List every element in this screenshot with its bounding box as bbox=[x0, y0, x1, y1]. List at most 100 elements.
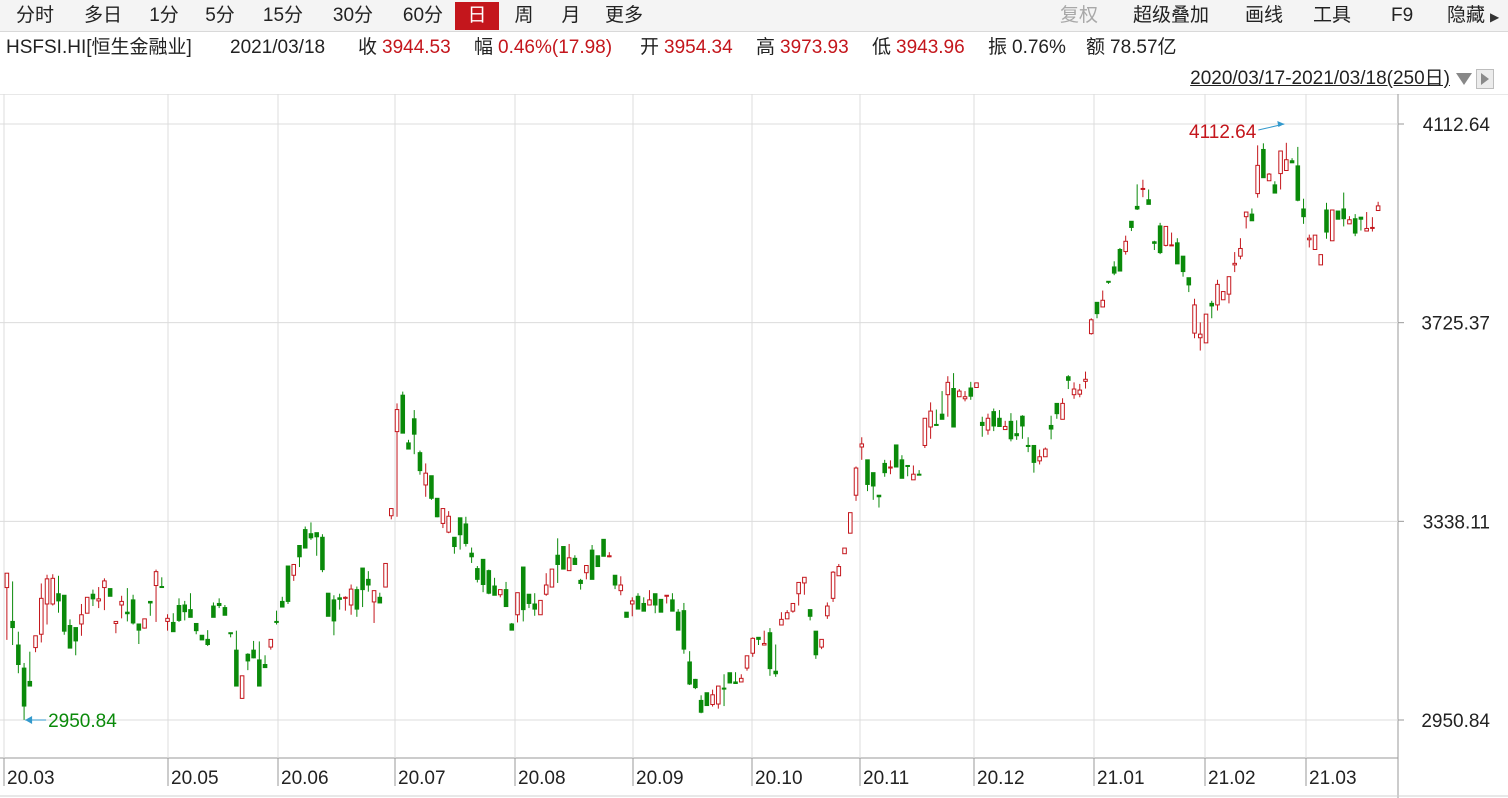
candle-body-3 bbox=[21, 667, 27, 707]
candle-body-187 bbox=[1077, 389, 1083, 395]
candle-body-88 bbox=[509, 623, 515, 631]
candle-body-49 bbox=[285, 565, 291, 602]
candle-body-168 bbox=[968, 387, 974, 397]
candle-body-35 bbox=[205, 638, 210, 646]
candle-body-218 bbox=[1255, 164, 1260, 195]
candle-body-82 bbox=[475, 568, 480, 580]
candle-body-111 bbox=[641, 602, 647, 612]
amplitude-value: 0.76% bbox=[1012, 37, 1066, 58]
candle-body-46 bbox=[268, 638, 274, 648]
period-tab-2[interactable]: 1分 bbox=[149, 5, 179, 26]
candle-body-197 bbox=[1134, 205, 1140, 210]
hide-button[interactable]: 隐藏 bbox=[1447, 5, 1486, 26]
candle-body-58 bbox=[337, 597, 342, 600]
candle-body-15 bbox=[90, 593, 96, 600]
candle-body-36 bbox=[211, 605, 216, 618]
expand-right-icon[interactable]: ▶ bbox=[1490, 10, 1500, 24]
period-tab-3[interactable]: 5分 bbox=[205, 5, 235, 26]
x-tick-label-4: 20.08 bbox=[518, 768, 566, 789]
candle-body-132 bbox=[761, 642, 767, 646]
candle-body-123 bbox=[710, 694, 715, 706]
candle-body-194 bbox=[1117, 248, 1123, 272]
quote-info-bar: HSFSI.HI[恒生金融业] 2021/03/18 收 3944.53 幅 0… bbox=[0, 33, 1508, 63]
period-tab-5[interactable]: 30分 bbox=[332, 5, 374, 26]
candle-body-60 bbox=[348, 588, 354, 606]
close-label: 收 bbox=[358, 37, 378, 58]
candle-body-45 bbox=[262, 664, 268, 669]
candle-body-126 bbox=[727, 672, 733, 684]
amount-value: 78.57亿 bbox=[1110, 37, 1177, 58]
candle-body-22 bbox=[130, 599, 136, 624]
chart-grid bbox=[0, 94, 1508, 798]
candle-body-170 bbox=[979, 421, 985, 426]
candle-body-25 bbox=[148, 600, 153, 604]
candle-body-38 bbox=[222, 607, 228, 616]
candle-body-0 bbox=[4, 572, 10, 589]
candle-body-188 bbox=[1083, 378, 1088, 382]
candle-body-201 bbox=[1157, 225, 1163, 254]
period-tab-10[interactable]: 更多 bbox=[604, 5, 643, 26]
f9-button[interactable]: F9 bbox=[1391, 5, 1414, 26]
candle-body-156 bbox=[899, 459, 905, 479]
draw-line-button[interactable]: 画线 bbox=[1245, 5, 1284, 26]
restore-rights-button[interactable]: 复权 bbox=[1060, 5, 1099, 26]
candle-body-117 bbox=[675, 611, 681, 631]
candle-body-199 bbox=[1146, 199, 1151, 205]
candle-body-71 bbox=[411, 418, 417, 435]
range-play-icon[interactable] bbox=[1476, 68, 1494, 89]
candle-body-202 bbox=[1163, 225, 1169, 246]
range-dropdown-icon[interactable] bbox=[1456, 72, 1472, 85]
candle-body-172 bbox=[991, 411, 996, 427]
candle-body-7 bbox=[44, 578, 50, 605]
candle-body-99 bbox=[572, 557, 578, 565]
candle-body-72 bbox=[417, 452, 423, 472]
x-tick-label-5: 20.09 bbox=[636, 768, 684, 789]
super-overlay-button[interactable]: 超级叠加 bbox=[1133, 5, 1210, 26]
date-range-selector[interactable]: 2020/03/17-2021/03/18(250日) bbox=[1190, 66, 1494, 92]
candle-body-98 bbox=[566, 557, 572, 572]
candle-body-1 bbox=[10, 620, 15, 629]
period-tab-8[interactable]: 周 bbox=[514, 5, 534, 26]
candle-body-233 bbox=[1341, 208, 1346, 220]
date-range-text[interactable]: 2020/03/17-2021/03/18(250日) bbox=[1190, 68, 1450, 89]
candle-body-150 bbox=[865, 459, 870, 485]
candle-body-237 bbox=[1364, 227, 1369, 232]
max-marker-label: 4112.64 bbox=[1189, 122, 1257, 143]
candle-body-136 bbox=[784, 612, 790, 620]
x-tick-label-9: 21.01 bbox=[1097, 768, 1145, 789]
candle-body-10 bbox=[61, 594, 67, 632]
period-tab-0[interactable]: 分时 bbox=[15, 5, 54, 26]
candle-body-74 bbox=[429, 475, 434, 499]
candle-body-217 bbox=[1249, 213, 1255, 222]
candle-body-62 bbox=[360, 567, 365, 591]
candle-body-152 bbox=[876, 494, 882, 498]
candle-body-120 bbox=[693, 678, 698, 689]
candle-body-102 bbox=[589, 549, 595, 580]
candle-body-189 bbox=[1088, 319, 1094, 335]
candle-body-105 bbox=[607, 555, 612, 558]
period-tab-9[interactable]: 月 bbox=[561, 5, 581, 26]
candle-body-234 bbox=[1347, 219, 1352, 225]
candle-body-190 bbox=[1094, 301, 1100, 315]
candle-body-41 bbox=[239, 675, 245, 699]
candle-body-195 bbox=[1123, 240, 1128, 253]
candle-body-121 bbox=[698, 699, 704, 713]
x-tick-label-0: 20.03 bbox=[7, 768, 55, 789]
candle-body-79 bbox=[457, 517, 463, 536]
x-tick-label-8: 20.12 bbox=[977, 768, 1025, 789]
candle-body-51 bbox=[297, 544, 302, 558]
candle-body-130 bbox=[750, 637, 756, 654]
candle-body-219 bbox=[1261, 148, 1266, 179]
candle-body-14 bbox=[84, 596, 90, 614]
period-tab-7[interactable]: 日 bbox=[455, 2, 499, 30]
period-tab-1[interactable]: 多日 bbox=[83, 5, 122, 26]
candle-body-89 bbox=[515, 592, 520, 616]
tools-button[interactable]: 工具 bbox=[1313, 5, 1352, 26]
candle-body-73 bbox=[423, 472, 428, 486]
candle-body-33 bbox=[193, 622, 199, 632]
candle-body-12 bbox=[73, 627, 78, 642]
period-tab-6[interactable]: 60分 bbox=[402, 5, 444, 26]
period-tab-4[interactable]: 15分 bbox=[262, 5, 304, 26]
candle-body-66 bbox=[383, 562, 388, 588]
